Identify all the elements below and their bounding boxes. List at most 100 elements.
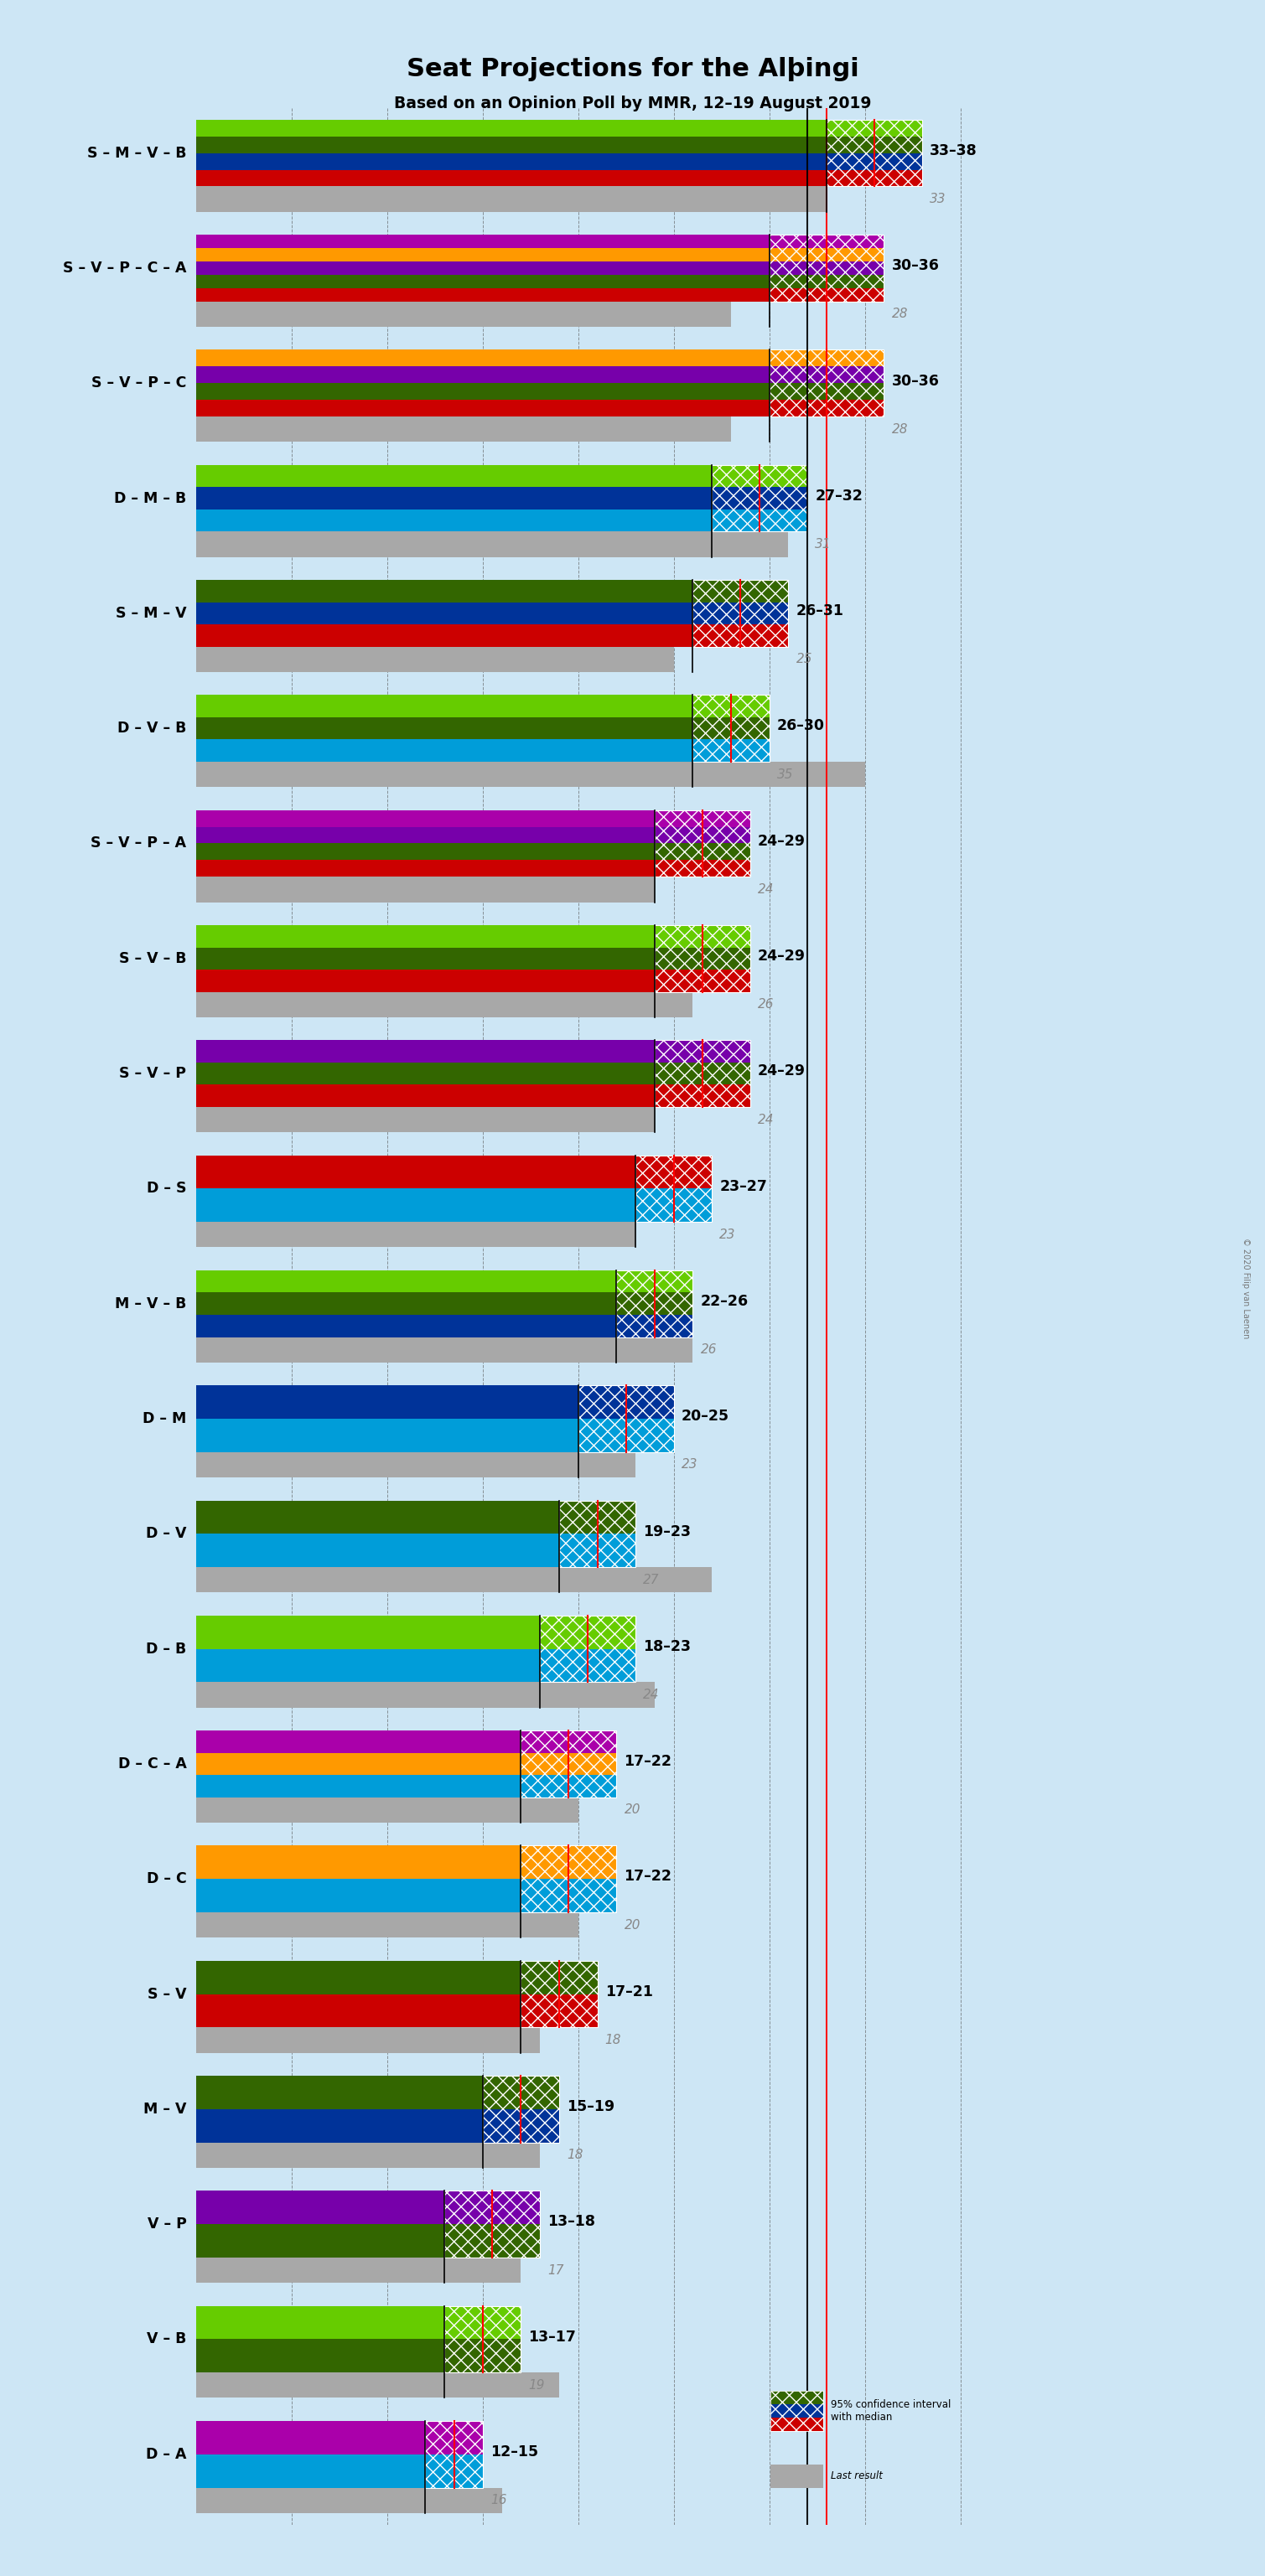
Bar xyxy=(196,647,674,672)
Bar xyxy=(196,2143,540,2169)
Bar xyxy=(196,1293,616,1314)
Bar xyxy=(483,2076,559,2143)
Text: 26: 26 xyxy=(758,999,774,1010)
Text: M – V – B: M – V – B xyxy=(115,1296,186,1311)
Text: 24–29: 24–29 xyxy=(758,948,806,963)
Bar xyxy=(196,1314,616,1337)
Bar xyxy=(196,1994,521,2027)
Text: 15–19: 15–19 xyxy=(567,2099,615,2115)
Bar xyxy=(196,603,693,623)
Bar xyxy=(196,170,826,185)
Bar xyxy=(769,276,884,289)
Text: 19: 19 xyxy=(529,2380,545,2391)
Text: 12–15: 12–15 xyxy=(491,2445,538,2460)
Bar xyxy=(196,1911,578,1937)
Text: 22–26: 22–26 xyxy=(701,1293,749,1309)
Text: 26–30: 26–30 xyxy=(777,719,825,734)
Bar xyxy=(693,696,769,762)
Bar xyxy=(693,580,788,647)
Bar xyxy=(196,1844,521,1878)
Bar xyxy=(521,1844,616,1911)
Bar xyxy=(826,137,922,152)
Text: 17: 17 xyxy=(548,2264,564,2277)
Bar xyxy=(769,260,884,276)
Text: 23: 23 xyxy=(682,1458,698,1471)
Text: 13–17: 13–17 xyxy=(529,2329,577,2344)
Bar xyxy=(826,152,922,170)
Bar xyxy=(196,716,693,739)
Bar xyxy=(196,739,693,762)
Bar xyxy=(425,2455,483,2488)
Bar xyxy=(521,1960,597,1994)
Text: 20–25: 20–25 xyxy=(682,1409,730,1425)
Bar xyxy=(196,118,826,137)
Bar xyxy=(655,969,750,992)
Text: 18: 18 xyxy=(605,2035,621,2045)
Text: 18–23: 18–23 xyxy=(643,1638,691,1654)
Bar xyxy=(712,510,807,531)
Bar xyxy=(769,350,884,366)
Text: 20: 20 xyxy=(624,1803,640,1816)
Text: V – B: V – B xyxy=(147,2331,186,2347)
Bar xyxy=(196,301,731,327)
Bar xyxy=(693,603,788,623)
Bar xyxy=(559,1533,635,1566)
Bar xyxy=(196,464,712,487)
Text: 35: 35 xyxy=(777,768,793,781)
Bar xyxy=(693,580,788,603)
Bar xyxy=(444,2306,521,2372)
Text: 30–36: 30–36 xyxy=(892,374,939,389)
Bar xyxy=(196,384,769,399)
Bar xyxy=(196,1878,521,1911)
Bar xyxy=(578,1419,674,1453)
Bar xyxy=(196,992,693,1018)
Bar xyxy=(196,948,655,969)
Text: 26: 26 xyxy=(701,1345,717,1355)
Bar xyxy=(655,1041,750,1108)
Text: D – V – B: D – V – B xyxy=(118,721,186,737)
Text: 95% confidence interval
with median: 95% confidence interval with median xyxy=(831,2398,951,2421)
Bar xyxy=(196,2372,559,2398)
Bar xyxy=(769,289,884,301)
Bar xyxy=(196,510,712,531)
Bar xyxy=(655,925,750,948)
Bar xyxy=(693,739,769,762)
Bar xyxy=(196,827,655,842)
Text: © 2020 Filip van Laenen: © 2020 Filip van Laenen xyxy=(1242,1236,1250,1340)
Bar xyxy=(196,260,769,276)
Text: 33–38: 33–38 xyxy=(930,144,978,157)
Text: 24: 24 xyxy=(643,1690,659,1700)
Bar xyxy=(655,860,750,876)
Bar xyxy=(655,1061,750,1084)
Bar xyxy=(770,2403,824,2416)
Bar xyxy=(559,1499,635,1566)
Bar xyxy=(616,1293,693,1314)
Bar xyxy=(521,1878,616,1911)
Text: 28: 28 xyxy=(892,309,908,319)
Bar xyxy=(655,1084,750,1108)
Bar xyxy=(196,1270,616,1293)
Bar xyxy=(196,2190,444,2223)
Bar xyxy=(196,2306,444,2339)
Bar xyxy=(769,366,884,384)
Bar xyxy=(196,1566,712,1592)
Bar xyxy=(196,2421,425,2455)
Bar xyxy=(712,464,807,487)
Bar xyxy=(521,1731,616,1798)
Bar xyxy=(769,234,884,301)
Bar xyxy=(521,1844,616,1878)
Text: M – V: M – V xyxy=(143,2102,186,2117)
Text: 24–29: 24–29 xyxy=(758,1064,806,1079)
Bar xyxy=(196,2027,540,2053)
Text: S – V – P: S – V – P xyxy=(119,1066,186,1082)
Bar xyxy=(196,531,788,556)
Text: V – P: V – P xyxy=(147,2215,186,2231)
Bar xyxy=(196,1775,521,1798)
Bar xyxy=(196,762,865,788)
Bar xyxy=(196,1649,540,1682)
Bar xyxy=(769,399,884,417)
Text: S – V – B: S – V – B xyxy=(119,951,186,966)
Text: 23–27: 23–27 xyxy=(720,1180,768,1193)
Text: 23: 23 xyxy=(720,1229,736,1242)
Text: 33: 33 xyxy=(930,193,946,206)
